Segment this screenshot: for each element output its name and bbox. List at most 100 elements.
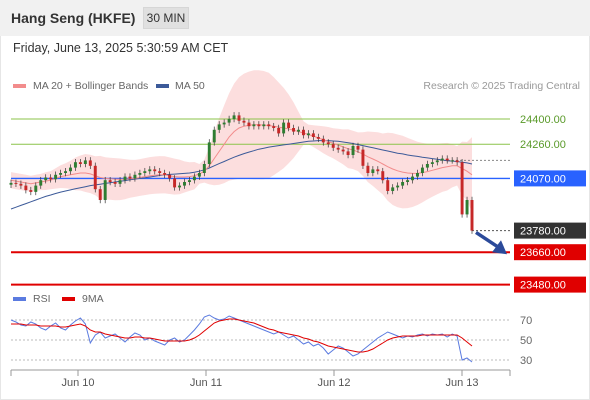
header-bar bbox=[0, 0, 590, 36]
candle-body-67 bbox=[341, 149, 345, 152]
ma9-line bbox=[11, 318, 473, 353]
candle-body-23 bbox=[123, 176, 127, 181]
candle-body-15 bbox=[83, 160, 87, 164]
candle-body-93 bbox=[470, 200, 474, 231]
candle-body-9 bbox=[54, 174, 58, 180]
candle-body-5 bbox=[34, 185, 38, 192]
candle-body-70 bbox=[356, 146, 360, 150]
candle-body-56 bbox=[287, 122, 291, 128]
candle-body-31 bbox=[163, 173, 167, 175]
level-label-bg-0 bbox=[515, 112, 585, 126]
candle-body-2 bbox=[19, 183, 23, 186]
x-tick-label-1: Jun 11 bbox=[190, 377, 222, 389]
candle-body-72 bbox=[366, 165, 370, 173]
candle-body-32 bbox=[168, 174, 172, 179]
level-label-bg-4 bbox=[514, 244, 586, 261]
candle-body-75 bbox=[381, 171, 385, 181]
candle-body-84 bbox=[425, 164, 429, 168]
x-tick-label-3: Jun 13 bbox=[445, 377, 478, 389]
instrument-title: Hang Seng (HKFE) bbox=[11, 10, 136, 26]
candle-body-46 bbox=[237, 115, 241, 121]
ma50-line bbox=[10, 140, 473, 210]
candle-body-79 bbox=[401, 182, 405, 186]
rsi-tick-label-2: 30 bbox=[520, 355, 532, 367]
candle-body-6 bbox=[39, 180, 43, 186]
candle-body-68 bbox=[346, 151, 350, 155]
candle-body-35 bbox=[183, 182, 186, 186]
candle-body-91 bbox=[460, 162, 464, 215]
candle-body-20 bbox=[108, 180, 112, 182]
candle-body-64 bbox=[326, 142, 330, 145]
level-label-0: 24400.00 bbox=[520, 114, 566, 126]
candle-body-39 bbox=[202, 164, 206, 173]
x-tick-label-2: Jun 12 bbox=[317, 377, 350, 389]
candle-body-18 bbox=[98, 189, 102, 200]
rsi-tick-label-1: 50 bbox=[520, 335, 532, 347]
candle-body-28 bbox=[148, 169, 152, 172]
candle-body-66 bbox=[336, 147, 340, 150]
level-label-1: 24260.00 bbox=[520, 139, 566, 151]
candle-body-83 bbox=[420, 167, 424, 173]
candle-body-25 bbox=[133, 174, 137, 179]
research-credit: Research © 2025 Trading Central bbox=[423, 80, 580, 92]
candle-body-36 bbox=[187, 180, 191, 182]
candle-body-4 bbox=[29, 190, 33, 192]
candle-body-26 bbox=[138, 173, 142, 175]
level-label-5: 23480.00 bbox=[520, 280, 566, 292]
candle-body-77 bbox=[391, 187, 395, 191]
candle-body-85 bbox=[430, 162, 434, 164]
candle-body-59 bbox=[301, 129, 305, 136]
candle-body-73 bbox=[371, 169, 375, 173]
candle-body-60 bbox=[306, 133, 310, 136]
candle-body-13 bbox=[73, 162, 77, 168]
ma9-legend-label: 9MA bbox=[82, 293, 104, 305]
candle-body-40 bbox=[207, 142, 211, 164]
candle-body-48 bbox=[247, 122, 251, 127]
candle-body-1 bbox=[14, 182, 18, 184]
candle-body-47 bbox=[242, 120, 246, 123]
forecast-arrow-shaft bbox=[475, 230, 498, 248]
level-label-bg-3 bbox=[514, 222, 586, 239]
ma20-line bbox=[10, 124, 473, 185]
candle-body-71 bbox=[361, 149, 365, 166]
ma20-legend-swatch bbox=[13, 84, 26, 88]
candle-body-0 bbox=[9, 182, 13, 185]
candle-body-87 bbox=[440, 158, 444, 161]
candle-body-22 bbox=[118, 180, 122, 184]
candle-body-44 bbox=[227, 119, 231, 123]
candle-body-69 bbox=[351, 146, 355, 155]
level-label-bg-2 bbox=[514, 170, 586, 187]
candle-body-12 bbox=[69, 167, 72, 172]
bollinger-band bbox=[11, 70, 472, 213]
candle-body-42 bbox=[217, 124, 221, 130]
candle-body-78 bbox=[396, 185, 400, 188]
level-label-2: 24070.00 bbox=[520, 173, 566, 185]
candle-body-43 bbox=[222, 122, 226, 125]
candle-body-19 bbox=[103, 180, 107, 200]
level-label-3: 23780.00 bbox=[520, 226, 566, 238]
candle-body-16 bbox=[88, 160, 92, 166]
candle-body-21 bbox=[113, 182, 117, 184]
candle-body-41 bbox=[212, 129, 216, 143]
rsi-line bbox=[10, 314, 473, 363]
candle-body-90 bbox=[455, 160, 459, 163]
x-tick-label-0: Jun 10 bbox=[61, 377, 94, 389]
candle-body-86 bbox=[435, 160, 439, 163]
timeframe-button[interactable]: 30 MIN bbox=[143, 7, 189, 29]
candle-body-38 bbox=[197, 173, 201, 177]
candle-body-74 bbox=[376, 169, 380, 172]
candle-body-55 bbox=[282, 122, 286, 134]
candle-body-88 bbox=[445, 158, 449, 161]
candle-body-62 bbox=[316, 137, 320, 139]
candle-body-30 bbox=[158, 171, 162, 173]
candle-body-51 bbox=[262, 124, 266, 127]
candle-body-29 bbox=[153, 169, 157, 172]
rsi-tick-label-0: 70 bbox=[520, 315, 532, 327]
candle-body-14 bbox=[78, 162, 82, 164]
ma20-legend-label: MA 20 + Bollinger Bands bbox=[33, 80, 149, 92]
candle-body-8 bbox=[49, 177, 53, 180]
candle-body-50 bbox=[257, 124, 261, 127]
candle-body-10 bbox=[59, 173, 63, 175]
ma50-legend-swatch bbox=[156, 84, 169, 88]
